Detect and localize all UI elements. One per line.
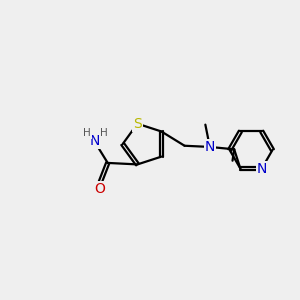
Text: N: N [205,140,215,154]
Text: H: H [83,128,91,138]
Text: S: S [133,117,142,131]
Text: N: N [90,134,101,148]
Text: O: O [94,182,105,196]
Text: N: N [256,161,267,176]
Text: H: H [100,128,107,138]
